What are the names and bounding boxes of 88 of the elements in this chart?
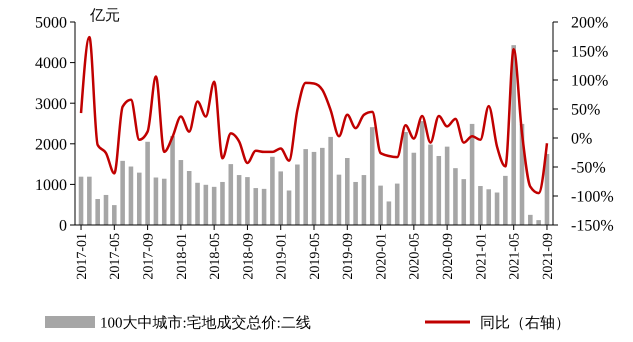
bar <box>87 176 92 225</box>
y-tick-label: 2000 <box>35 136 67 154</box>
bar <box>78 176 84 225</box>
bar <box>154 178 158 225</box>
bar <box>503 176 508 225</box>
x-tick-label: 2021-09 <box>540 233 556 280</box>
bar <box>95 199 100 225</box>
bar <box>370 127 375 225</box>
bar <box>344 158 350 225</box>
x-tick-label: 2020-05 <box>408 233 423 280</box>
bar <box>378 186 383 225</box>
y-tick-label: 3000 <box>35 96 67 113</box>
bar <box>494 192 500 225</box>
bar <box>228 164 234 225</box>
y-tick-label: 1000 <box>35 177 67 194</box>
bar <box>486 189 492 225</box>
legend-label: 同比（右轴） <box>480 314 570 332</box>
x-tick-label: 2019-05 <box>308 233 323 280</box>
x-tick-label: 2021-05 <box>508 233 523 280</box>
bar <box>195 182 200 225</box>
bar <box>186 171 192 225</box>
bar <box>336 174 342 225</box>
x-tick-label: 2018-01 <box>174 233 190 280</box>
bar <box>478 186 483 225</box>
bar <box>362 175 366 225</box>
bar <box>544 154 550 225</box>
y-tick-label: 5000 <box>35 14 67 32</box>
y2-tick-label: 200% <box>571 14 608 32</box>
bar <box>286 190 292 225</box>
bar <box>178 160 184 225</box>
bar <box>320 148 325 225</box>
bar <box>303 149 308 225</box>
y-axis-title: 亿元 <box>89 8 120 24</box>
bar <box>403 132 408 225</box>
x-tick-label: 2019-01 <box>274 233 290 280</box>
x-tick-label: 2017-09 <box>141 233 156 280</box>
bar <box>170 136 175 225</box>
legend-label: 100大中城市:宅地成交总价:二线 <box>100 314 311 332</box>
bar <box>536 220 541 225</box>
bar <box>461 179 466 225</box>
bar <box>236 175 242 225</box>
bar <box>220 182 225 225</box>
y-tick-label: 4000 <box>35 55 67 72</box>
x-tick-label: 2017-01 <box>74 233 90 280</box>
bar <box>120 160 125 225</box>
bar <box>262 188 266 225</box>
bar <box>412 152 416 225</box>
bar <box>162 178 167 225</box>
y-tick-label: 0 <box>59 218 67 235</box>
bar <box>428 144 433 225</box>
line-series <box>80 36 548 194</box>
bar <box>453 168 458 225</box>
bar <box>312 152 316 225</box>
x-tick-label: 2017-05 <box>108 233 124 280</box>
bar <box>212 186 216 225</box>
bar <box>128 166 134 225</box>
bar <box>112 205 117 225</box>
y2-tick-label: 150% <box>571 44 608 61</box>
x-tick-label: 2018-09 <box>241 233 256 280</box>
y2-tick-label: 100% <box>571 72 608 90</box>
bar <box>436 156 442 225</box>
bar <box>420 121 424 225</box>
bar <box>145 142 150 225</box>
bar <box>470 124 474 225</box>
bar <box>295 164 300 225</box>
bar <box>104 194 108 225</box>
y2-tick-label: -150% <box>571 218 614 235</box>
y2-tick-label: -100% <box>571 188 614 206</box>
bar <box>204 184 208 225</box>
x-tick-label: 2020-09 <box>441 233 456 280</box>
x-tick-label: 2019-09 <box>341 233 356 280</box>
y2-tick-label: -50% <box>571 160 606 177</box>
bar <box>394 184 400 225</box>
y2-tick-label: 50% <box>571 102 600 119</box>
bar <box>528 214 533 225</box>
bar <box>386 201 392 225</box>
bar <box>444 146 450 225</box>
bar <box>136 172 142 225</box>
x-tick-label: 2020-01 <box>374 233 390 280</box>
bar <box>270 156 275 225</box>
bar <box>278 171 284 225</box>
x-tick-label: 2021-01 <box>474 233 490 280</box>
bar <box>253 188 258 225</box>
bar <box>353 182 358 225</box>
x-tick-label: 2018-05 <box>208 233 224 280</box>
y2-tick-label: 0% <box>571 130 592 148</box>
bar <box>245 177 250 225</box>
bar <box>328 136 333 225</box>
